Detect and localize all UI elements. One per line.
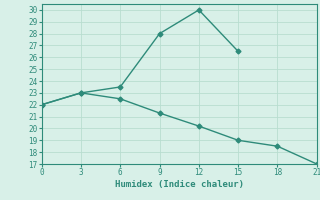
- X-axis label: Humidex (Indice chaleur): Humidex (Indice chaleur): [115, 180, 244, 189]
